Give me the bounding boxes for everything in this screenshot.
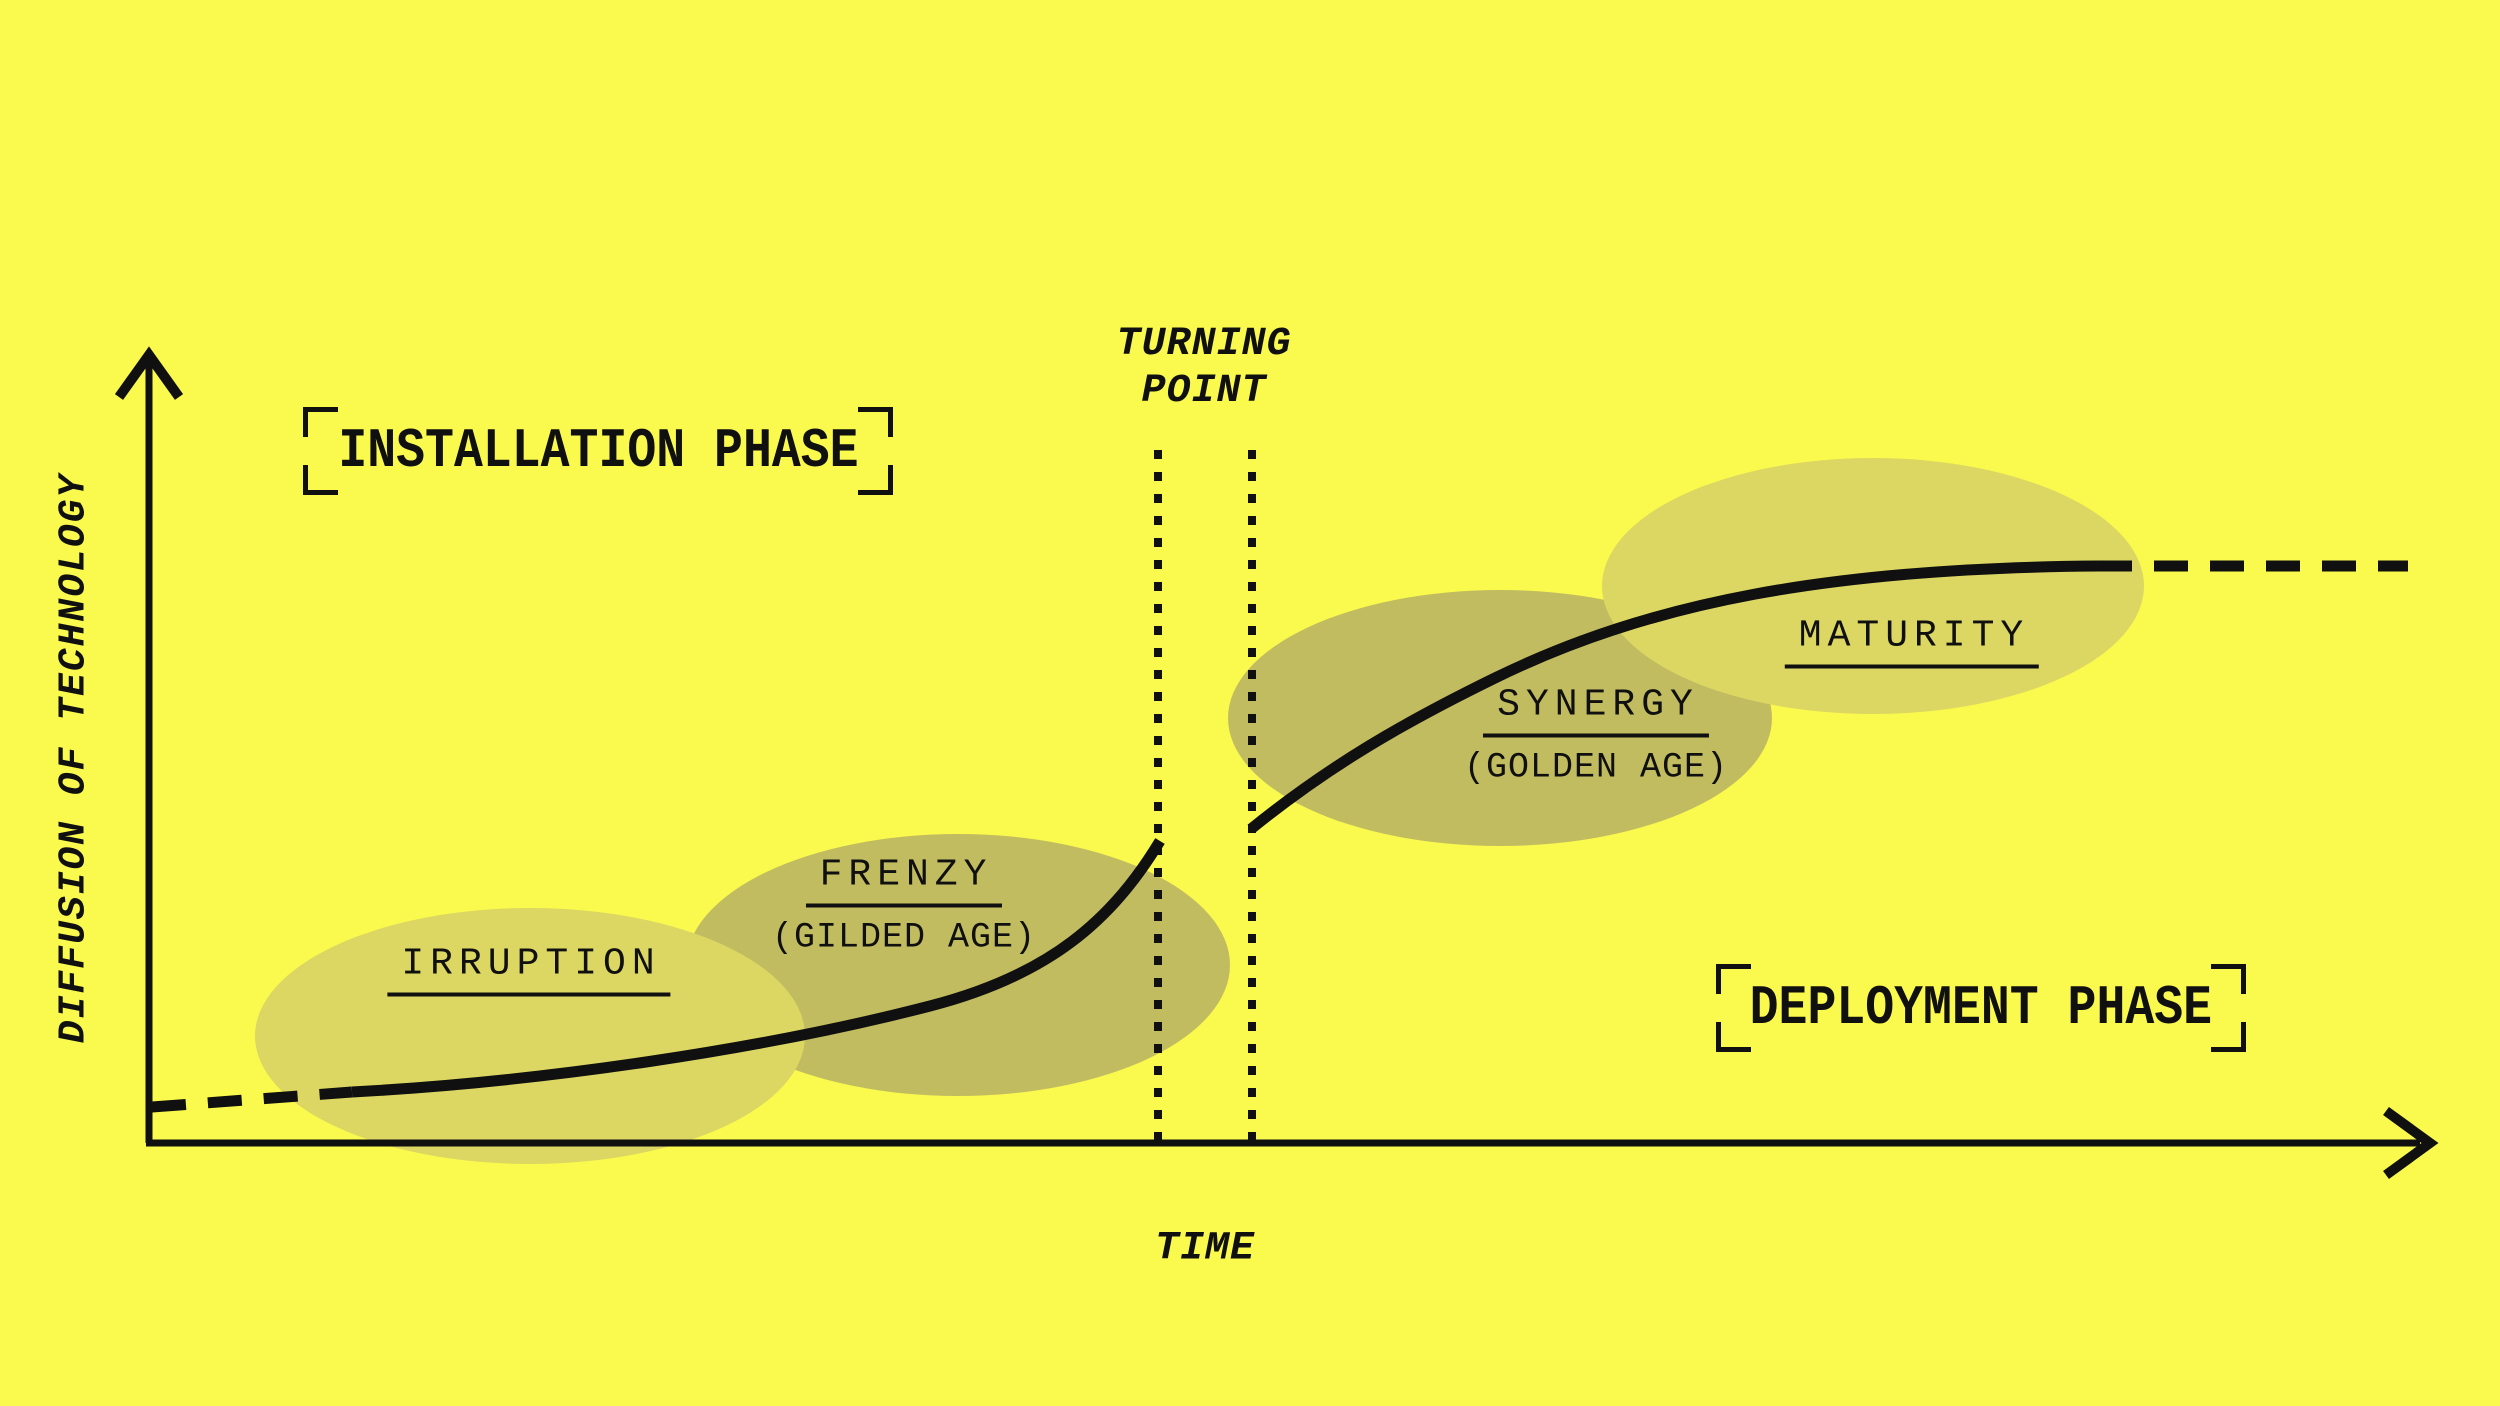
synergy-stage-name: SYNERGY bbox=[1483, 686, 1709, 738]
turning-point-line1: TURNING bbox=[1116, 321, 1292, 367]
irruption-stage-label: IRRUPTION bbox=[387, 945, 671, 997]
synergy-stage-label: SYNERGY (GOLDEN AGE) bbox=[1463, 686, 1729, 788]
bracket-corner-icon bbox=[1716, 1022, 1751, 1052]
installation-phase-label: INSTALLATION PHASE bbox=[337, 419, 859, 483]
bracket-corner-icon bbox=[303, 465, 338, 495]
synergy-ellipse bbox=[1228, 590, 1772, 846]
bracket-corner-icon bbox=[858, 465, 893, 495]
bracket-corner-icon bbox=[2211, 1022, 2246, 1052]
y-axis-arrowhead-icon bbox=[114, 346, 184, 400]
s-curve-installation-segment bbox=[351, 838, 1165, 1098]
x-axis-label: TIME bbox=[1154, 1226, 1256, 1272]
bracket-corner-icon bbox=[858, 407, 893, 437]
frenzy-stage-name: FRENZY bbox=[805, 856, 1003, 908]
installation-phase-box: INSTALLATION PHASE bbox=[303, 407, 893, 495]
maturity-stage-label: MATURITY bbox=[1784, 617, 2040, 669]
maturity-ellipse bbox=[1602, 458, 2144, 714]
deployment-phase-box: DEPLOYMENT PHASE bbox=[1716, 964, 2246, 1052]
turning-point-line2: POINT bbox=[1141, 369, 1267, 414]
bracket-corner-icon bbox=[303, 407, 338, 437]
irruption-stage-name: IRRUPTION bbox=[387, 945, 671, 997]
synergy-stage-subtitle: (GOLDEN AGE) bbox=[1463, 747, 1729, 788]
y-axis-label: DIFFUSION OF TECHNOLOGY bbox=[52, 472, 96, 1044]
irruption-ellipse bbox=[255, 908, 805, 1164]
turning-point-label: TURNING POINT bbox=[1116, 321, 1291, 415]
s-curve-leadin-dashed bbox=[151, 1086, 353, 1113]
maturity-stage-name: MATURITY bbox=[1784, 617, 2040, 669]
deployment-phase-label: DEPLOYMENT PHASE bbox=[1749, 976, 2213, 1040]
bracket-corner-icon bbox=[1716, 964, 1751, 994]
bracket-corner-icon bbox=[2211, 964, 2246, 994]
s-curve-deployment-segment bbox=[1247, 560, 2099, 834]
frenzy-stage-label: FRENZY (GILDED AGE) bbox=[771, 856, 1037, 958]
frenzy-stage-subtitle: (GILDED AGE) bbox=[771, 917, 1037, 958]
x-axis-arrowhead-icon bbox=[2383, 1106, 2439, 1180]
